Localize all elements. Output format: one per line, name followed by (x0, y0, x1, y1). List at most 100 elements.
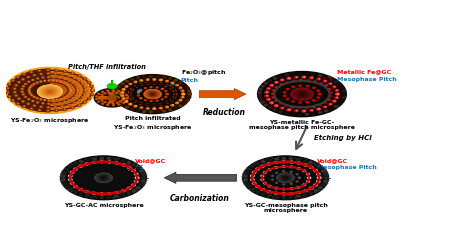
Circle shape (100, 193, 103, 195)
Circle shape (333, 100, 336, 102)
Circle shape (118, 104, 120, 105)
Text: Fe$_2$O$_3$@pitch: Fe$_2$O$_3$@pitch (171, 68, 226, 79)
Ellipse shape (294, 90, 310, 98)
Circle shape (28, 89, 30, 90)
Ellipse shape (145, 90, 160, 98)
Circle shape (282, 196, 286, 198)
Circle shape (165, 91, 167, 92)
Circle shape (108, 92, 110, 93)
Circle shape (127, 97, 129, 98)
Circle shape (129, 188, 131, 189)
Text: YS-metallic Fe-GC-
mesophase pitch microsphere: YS-metallic Fe-GC- mesophase pitch micro… (249, 120, 355, 130)
Circle shape (140, 80, 143, 81)
Circle shape (33, 96, 35, 97)
Ellipse shape (45, 89, 54, 94)
Ellipse shape (298, 92, 306, 96)
Circle shape (282, 161, 285, 163)
Circle shape (108, 161, 111, 163)
Ellipse shape (101, 177, 106, 179)
Circle shape (314, 164, 318, 166)
Ellipse shape (35, 83, 65, 98)
Circle shape (318, 75, 322, 77)
Circle shape (61, 179, 65, 181)
Circle shape (125, 106, 129, 108)
Ellipse shape (284, 177, 287, 179)
Wedge shape (50, 70, 89, 111)
Circle shape (78, 104, 81, 106)
Circle shape (258, 92, 261, 93)
Circle shape (283, 171, 285, 172)
Circle shape (318, 177, 321, 179)
Ellipse shape (15, 72, 85, 109)
Circle shape (107, 196, 111, 198)
Circle shape (74, 186, 77, 187)
Circle shape (78, 90, 79, 91)
Ellipse shape (280, 175, 291, 181)
Ellipse shape (44, 89, 56, 95)
Circle shape (318, 167, 322, 169)
Circle shape (71, 172, 74, 173)
Ellipse shape (292, 89, 312, 99)
Circle shape (22, 106, 26, 107)
Ellipse shape (18, 74, 82, 107)
Circle shape (291, 193, 293, 194)
Circle shape (179, 87, 182, 89)
Circle shape (133, 185, 135, 186)
Circle shape (327, 99, 330, 100)
Circle shape (265, 95, 269, 97)
Circle shape (36, 98, 38, 99)
Circle shape (115, 89, 118, 90)
Circle shape (22, 79, 24, 80)
Ellipse shape (43, 87, 57, 94)
Ellipse shape (291, 88, 313, 100)
Ellipse shape (100, 176, 107, 180)
Circle shape (123, 102, 124, 103)
Circle shape (290, 166, 293, 168)
Ellipse shape (148, 92, 158, 97)
Circle shape (290, 183, 292, 184)
Circle shape (188, 93, 191, 95)
Circle shape (66, 84, 68, 85)
Circle shape (96, 96, 97, 97)
Ellipse shape (26, 78, 74, 103)
Circle shape (70, 88, 71, 89)
Circle shape (84, 90, 87, 91)
Circle shape (153, 82, 156, 84)
Circle shape (259, 98, 263, 100)
Circle shape (113, 90, 114, 91)
Circle shape (66, 96, 68, 97)
Ellipse shape (287, 85, 308, 96)
Ellipse shape (100, 176, 107, 180)
Ellipse shape (101, 176, 106, 179)
Circle shape (76, 87, 79, 88)
Circle shape (114, 195, 118, 197)
Circle shape (317, 90, 319, 91)
Ellipse shape (150, 93, 155, 96)
Ellipse shape (281, 176, 289, 180)
Ellipse shape (46, 89, 53, 92)
Circle shape (329, 95, 332, 97)
Ellipse shape (151, 93, 154, 95)
Circle shape (329, 92, 332, 93)
Circle shape (307, 80, 309, 81)
Ellipse shape (282, 176, 289, 179)
Circle shape (74, 168, 77, 170)
Ellipse shape (101, 176, 106, 179)
Ellipse shape (97, 174, 110, 181)
Circle shape (310, 77, 313, 79)
Circle shape (279, 111, 282, 112)
Circle shape (280, 84, 283, 85)
Circle shape (283, 184, 285, 185)
Ellipse shape (23, 77, 77, 104)
Ellipse shape (295, 90, 309, 98)
Circle shape (127, 162, 131, 164)
Circle shape (15, 85, 18, 86)
Circle shape (136, 167, 140, 169)
Ellipse shape (22, 76, 78, 105)
Ellipse shape (293, 89, 311, 99)
Circle shape (93, 158, 96, 160)
Circle shape (73, 78, 76, 79)
Circle shape (86, 159, 89, 161)
Circle shape (70, 176, 72, 177)
Circle shape (337, 93, 339, 94)
